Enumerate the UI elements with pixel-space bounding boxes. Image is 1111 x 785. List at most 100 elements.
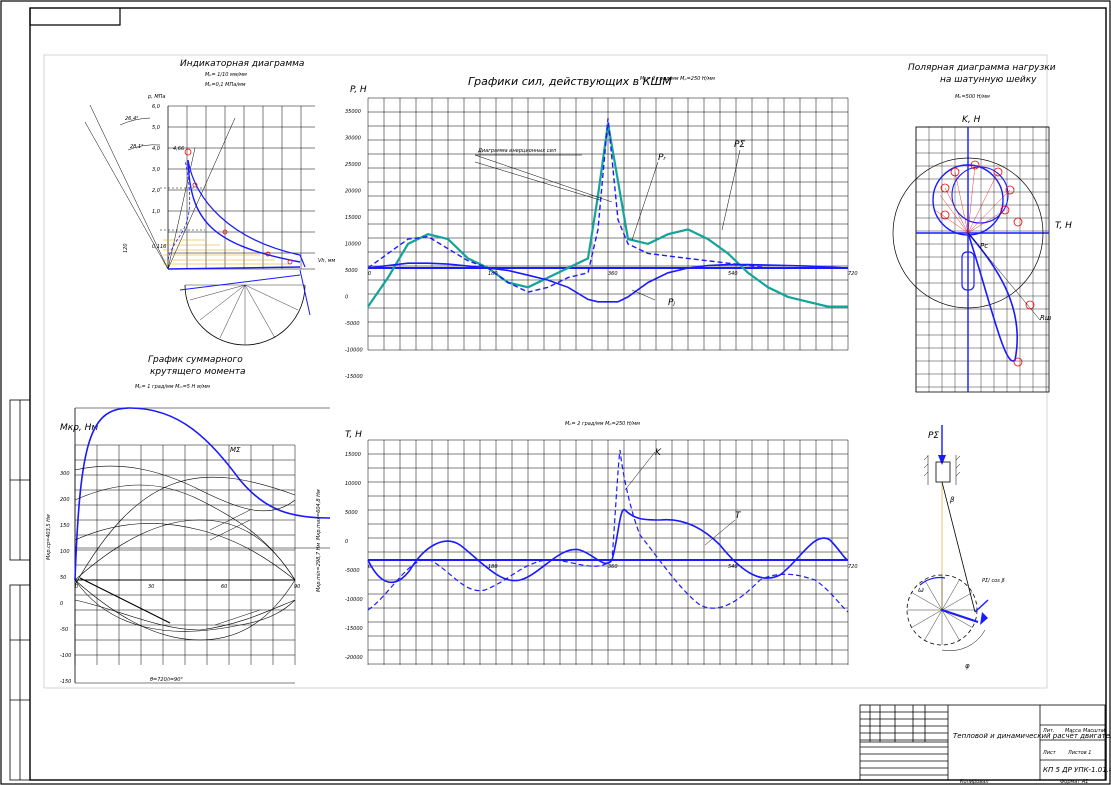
h-label: 120 [123,243,129,253]
forces-x-tick: 360 [608,271,618,277]
forces-x-tick: 180 [488,271,498,277]
forces-y-tick: 35000 [345,109,361,115]
torque-min-label: Mкр.min=298,7 Нм [316,543,322,592]
indicator-y-axis-label: p, МПа [147,94,166,100]
indicator-x-axis-label: Vh, мм [318,258,336,264]
forces-y-tick: -5000 [345,321,360,327]
forces-y-tick: 5000 [345,268,358,274]
forces-chart: Графики сил, действующих в КШМ Mₚ= 2 гра… [345,75,858,380]
polar-title: Полярная диаграмма нагрузки [908,63,1056,73]
indicator-tick: 2,0 [152,188,160,194]
indicator-tick: 0,116 [152,244,166,250]
tk-y-axis: T, Н [345,430,362,440]
scheme-pz: PΣ [928,431,939,441]
tk-scale: Mₚ= 2 град/мм Mₚ=250 Н/мм [565,421,640,427]
tk-x-tick: 720 [848,564,858,570]
tk-label-t: T [735,511,742,521]
torque-x-tick: 60 [221,584,227,590]
torque-y-tick: 100 [60,549,70,555]
forces-y-tick: 0 [345,295,348,301]
forces-x-tick: 720 [848,271,858,277]
tb-copied: Копировал [960,779,989,785]
label-pr: Pᵣ [658,153,666,163]
torque-x-axis: θ=720/i=90° [150,677,183,683]
torque-y-tick: 50 [60,575,66,581]
tk-x-tick: 0 [368,564,371,570]
indicator-tick: 1,0 [152,209,160,215]
tk-y-tick: 10000 [345,481,361,487]
torque-y-tick: 300 [60,471,70,477]
tk-chart: Mₚ= 2 град/мм Mₚ=250 Н/мм T, Н 15000 1000… [345,421,858,665]
forces-title: Графики сил, действующих в КШМ [468,75,672,88]
tb-letter: Лит. [1042,728,1055,734]
torque-scale: Mₚ= 1 град/мм Mₘ=5 Н м/мм [135,384,210,390]
torque-x-tick: 0 [75,584,78,590]
inner-frame [29,7,1107,781]
forces-y-tick: -10000 [345,348,363,354]
torque-title: График суммарного [148,355,243,365]
tk-label-k: K [655,448,662,458]
forces-y-tick: 30000 [345,136,361,142]
torque-x-tick: 30 [148,584,154,590]
forces-y-tick: -15000 [345,374,363,380]
tb-sheets: Листов 1 [1067,750,1091,756]
indicator-tick: 5,0 [152,125,160,131]
indicator-title: Индикаторная диаграмма [180,59,304,69]
scheme-omega: ω [918,586,924,594]
series-line-1 [367,262,849,303]
left-side-stamp [9,399,31,781]
forces-x-tick: 540 [728,271,738,277]
indicator-tick: 4,0 [152,146,160,152]
scheme-force: PΣ/ cos β [982,578,1005,584]
angle-1-label: 26,4° [125,116,139,122]
polar-label-r: Rш [1040,314,1052,322]
tk-y-tick: -15000 [345,626,363,632]
forces-scale: Mₚ= 2 град/мм Mₚ=250 Н/мм [640,76,715,82]
series-line-2 [367,118,848,293]
title-block [859,704,1106,781]
torque-mean-label: Mкр.ср=403,5 Нм [46,514,52,560]
torque-title-2: крутящего момента [150,367,246,377]
tk-y-tick: -10000 [345,597,363,603]
torque-y-tick: -150 [60,679,71,685]
indicator-scale-2: Mₚ=0,1 МПа/мм [205,82,246,88]
forces-x-tick: 0 [368,271,371,277]
label-psum: PΣ [734,140,745,150]
tk-y-tick: 5000 [345,510,358,516]
tb-sheet: Лист [1042,750,1057,756]
tb-scale: Масштаб [1083,728,1107,734]
tb-format: Формат A1 [1060,779,1088,785]
polar-diagram: Полярная диаграмма нагрузки на шатунную … [892,63,1072,393]
tk-y-tick: 15000 [345,452,361,458]
torque-max-label: Mкр.max=604,8 Нм [316,489,322,540]
pz-label: 4,66 [173,146,184,152]
scheme-phi: φ [965,662,970,670]
polar-title-2: на шатунную шейку [940,75,1037,85]
angle-2-label: 28,1° [130,144,144,150]
forces-y-tick: 10000 [345,242,361,248]
torque-y-tick: 0 [60,601,63,607]
indicator-diagram: Индикаторная диаграмма Mₚ= 1/10 мм/мм Mₚ… [84,59,336,346]
scheme-beta: β [950,496,955,504]
torque-y-tick: 150 [60,523,70,529]
working-area [43,54,1048,689]
tk-x-tick: 360 [608,564,618,570]
indicator-scale-1: Mₚ= 1/10 мм/мм [205,72,247,78]
polar-k-axis: K, Н [962,115,981,125]
tb-mass: Масса [1065,728,1081,734]
polar-t-axis: T, Н [1055,221,1072,231]
tk-y-tick: 0 [345,539,348,545]
tk-x-tick: 180 [488,564,498,570]
torque-y-tick: 200 [60,497,70,503]
corner-stamp [29,8,121,26]
polar-scale: Mₖ=500 Н/мм [955,94,990,100]
torque-x-tick: 90 [294,584,300,590]
label-pj: Pⱼ [668,298,675,308]
torque-chart: График суммарного крутящего момента Mₚ= … [46,355,331,685]
tk-y-tick: -5000 [345,568,360,574]
forces-y-tick: 15000 [345,215,361,221]
torque-y-tick: -50 [60,627,68,633]
tk-x-tick: 540 [728,564,738,570]
